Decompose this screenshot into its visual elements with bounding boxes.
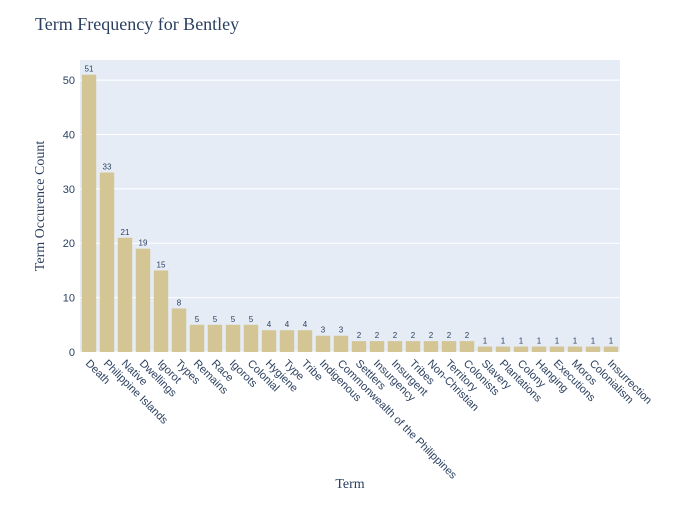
bar [189,324,205,352]
bar [369,341,385,352]
data-label: 15 [157,260,166,269]
bar [531,346,547,352]
data-label: 1 [501,337,506,346]
y-tick-label: 40 [63,129,75,141]
y-tick-label: 0 [69,347,75,359]
y-axis-ticks: 0 10 20 30 40 50 [63,75,75,359]
data-label: 33 [103,163,112,172]
bars [81,74,619,352]
bar [315,335,331,352]
bar [441,341,457,352]
y-tick-label: 10 [63,293,75,305]
data-label: 1 [519,337,524,346]
y-axis-title: Term Occurence Count [33,141,48,272]
data-label: 1 [609,337,614,346]
bar [99,172,115,352]
bar [567,346,583,352]
bar [387,341,403,352]
data-label: 4 [267,320,272,329]
y-tick-label: 50 [63,75,75,87]
data-label: 5 [231,315,236,324]
data-label: 3 [321,326,326,335]
bar [279,330,295,352]
grid-lines [80,79,620,353]
data-label: 1 [591,337,596,346]
bar [261,330,277,352]
y-tick-label: 30 [63,184,75,196]
bar [603,346,619,352]
data-label: 2 [465,331,470,340]
bar [243,324,259,352]
data-label: 4 [285,320,290,329]
data-label: 1 [573,337,578,346]
bar [225,324,241,352]
data-label: 8 [177,298,182,307]
bar [405,341,421,352]
data-label: 1 [483,337,488,346]
bar [117,237,133,352]
data-label: 2 [393,331,398,340]
x-axis-title: Term [335,477,364,492]
bar [297,330,313,352]
data-label: 21 [121,228,130,237]
plot-area [80,60,620,352]
bar [513,346,529,352]
bar [81,74,97,352]
y-tick-label: 20 [63,238,75,250]
data-label: 2 [429,331,434,340]
bar [153,270,169,352]
bar [135,248,151,352]
data-label: 2 [375,331,380,340]
data-label: 5 [213,315,218,324]
data-label: 1 [537,337,542,346]
bar [171,308,187,352]
data-label: 2 [447,331,452,340]
bar [207,324,223,352]
bar [585,346,601,352]
bar [477,346,493,352]
data-label: 5 [195,315,200,324]
chart-title: Term Frequency for Bentley [35,14,239,34]
data-label: 2 [357,331,362,340]
bar [333,335,349,352]
bar [495,346,511,352]
data-label: 51 [85,65,94,74]
bar [549,346,565,352]
data-label: 2 [411,331,416,340]
data-label: 19 [139,239,148,248]
bar [423,341,439,352]
data-label: 4 [303,320,308,329]
data-label: 1 [555,337,560,346]
bar [459,341,475,352]
data-label: 3 [339,326,344,335]
bar [351,341,367,352]
data-label: 5 [249,315,254,324]
